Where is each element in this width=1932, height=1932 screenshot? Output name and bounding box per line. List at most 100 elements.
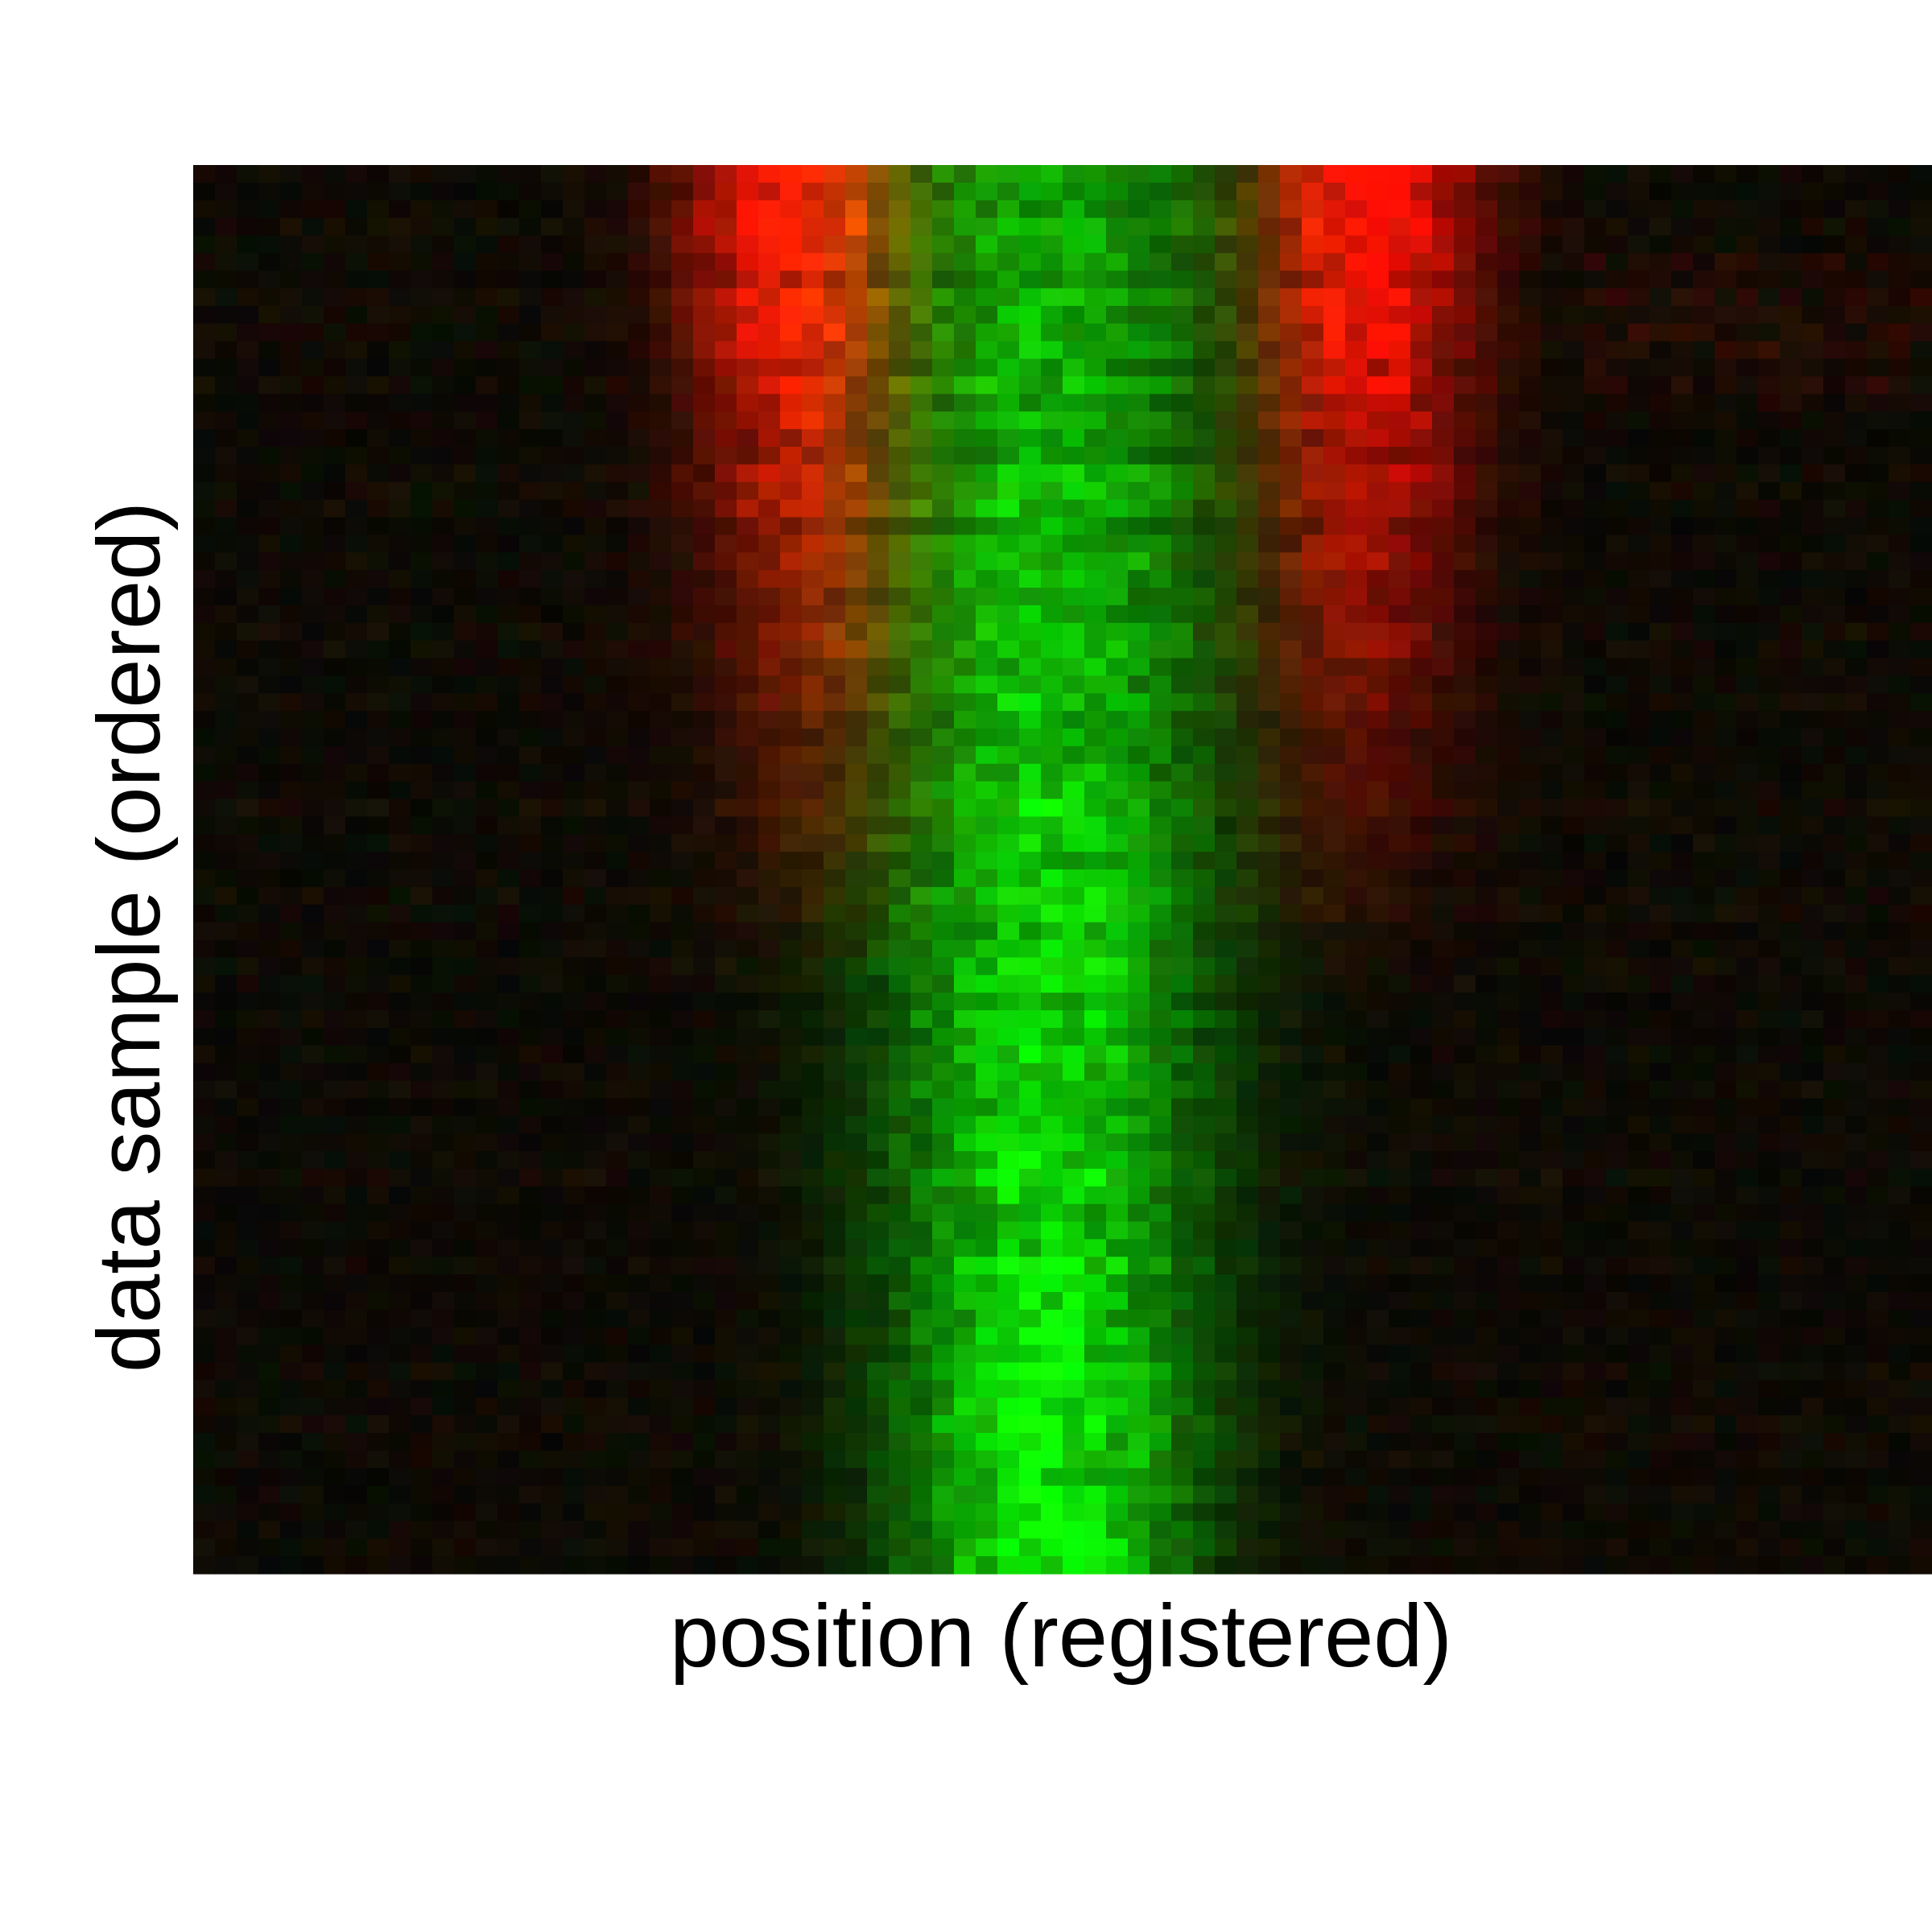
heatmap-cell xyxy=(411,1045,433,1064)
heatmap-cell xyxy=(671,288,694,307)
heatmap-cell xyxy=(976,1168,998,1187)
heatmap-cell xyxy=(606,182,629,201)
heatmap-cell xyxy=(1606,535,1629,553)
heatmap-cell xyxy=(1802,957,1824,976)
heatmap-cell xyxy=(237,834,259,852)
heatmap-cell xyxy=(824,270,846,289)
heatmap-cell xyxy=(1410,588,1433,606)
heatmap-cell xyxy=(889,165,911,184)
heatmap-cell xyxy=(932,481,955,501)
heatmap-cell xyxy=(1649,411,1672,430)
heatmap-cell xyxy=(932,711,955,729)
heatmap-cell xyxy=(1171,1116,1194,1134)
heatmap-cell xyxy=(693,975,716,993)
heatmap-cell xyxy=(1150,464,1172,483)
heatmap-cell xyxy=(910,588,933,606)
heatmap-cell xyxy=(954,1168,976,1187)
heatmap-cell xyxy=(1780,675,1802,694)
heatmap-cell xyxy=(476,182,498,201)
heatmap-cell xyxy=(1215,323,1237,342)
heatmap-cell xyxy=(1019,1098,1042,1117)
heatmap-cell xyxy=(1128,834,1150,852)
heatmap-cell xyxy=(345,975,368,993)
heatmap-cell xyxy=(1476,323,1498,342)
heatmap-cell xyxy=(802,939,824,958)
heatmap-cell xyxy=(758,1257,781,1275)
heatmap-cell xyxy=(1302,886,1324,906)
heatmap-cell xyxy=(519,1098,542,1117)
heatmap-cell xyxy=(1541,253,1563,271)
heatmap-cell xyxy=(215,781,237,800)
heatmap-cell xyxy=(997,745,1020,765)
heatmap-cell xyxy=(1476,1133,1498,1152)
heatmap-cell xyxy=(715,675,737,694)
heatmap-cell xyxy=(1236,622,1259,642)
heatmap-cell xyxy=(1106,745,1129,765)
heatmap-cell xyxy=(1367,1063,1389,1082)
heatmap-cell xyxy=(628,376,650,394)
heatmap-cell xyxy=(324,182,346,201)
heatmap-cell xyxy=(237,1221,259,1240)
heatmap-cell xyxy=(280,182,303,201)
heatmap-cell xyxy=(802,1257,824,1275)
heatmap-cell xyxy=(650,1151,672,1170)
heatmap-cell xyxy=(1084,499,1107,518)
heatmap-cell xyxy=(1584,253,1607,271)
heatmap-cell xyxy=(1345,1045,1368,1064)
heatmap-cell xyxy=(737,605,759,624)
heatmap-cell xyxy=(302,711,324,729)
heatmap-cell xyxy=(1280,957,1302,976)
heatmap-cell xyxy=(845,605,868,624)
heatmap-cell xyxy=(1606,886,1629,906)
heatmap-cell xyxy=(976,1257,998,1275)
heatmap-cell xyxy=(302,165,324,184)
heatmap-cell xyxy=(1889,288,1911,307)
heatmap-cell xyxy=(432,341,455,360)
heatmap-cell xyxy=(1889,517,1911,535)
heatmap-cell xyxy=(1258,1168,1281,1187)
heatmap-cell xyxy=(1236,993,1259,1011)
heatmap-cell xyxy=(802,1239,824,1257)
heatmap-cell xyxy=(997,376,1020,394)
heatmap-cell xyxy=(1128,323,1150,342)
heatmap-cell xyxy=(411,675,433,694)
heatmap-cell xyxy=(1758,1080,1781,1099)
heatmap-cell xyxy=(1323,957,1346,976)
heatmap-cell xyxy=(1541,200,1563,219)
heatmap-cell xyxy=(780,852,803,870)
heatmap-cell xyxy=(824,922,846,941)
heatmap-cell xyxy=(497,1010,520,1029)
heatmap-cell xyxy=(910,1168,933,1187)
heatmap-cell xyxy=(1323,535,1346,553)
heatmap-cell xyxy=(1758,1168,1781,1187)
heatmap-cell xyxy=(1649,886,1672,906)
heatmap-cell xyxy=(1780,799,1802,817)
heatmap-cell xyxy=(563,939,585,958)
heatmap-cell xyxy=(1345,1239,1368,1257)
heatmap-cell xyxy=(1693,588,1715,606)
heatmap-cell xyxy=(802,605,824,624)
heatmap-cell xyxy=(1236,605,1259,624)
heatmap-cell xyxy=(758,745,781,765)
heatmap-cell xyxy=(1628,1063,1650,1082)
heatmap-cell xyxy=(693,957,716,976)
heatmap-cell xyxy=(1628,1221,1650,1240)
heatmap-cell xyxy=(367,253,390,271)
heatmap-cell xyxy=(1454,165,1476,184)
heatmap-cell xyxy=(1584,675,1607,694)
heatmap-cell xyxy=(411,464,433,483)
heatmap-cell xyxy=(824,1257,846,1275)
heatmap-cell xyxy=(758,1010,781,1029)
heatmap-cell xyxy=(1150,376,1172,394)
heatmap-cell xyxy=(954,1080,976,1099)
heatmap-cell xyxy=(345,886,368,906)
heatmap-cell xyxy=(389,763,411,782)
heatmap-cell xyxy=(1236,904,1259,923)
heatmap-cell xyxy=(1041,1027,1063,1046)
heatmap-cell xyxy=(541,411,564,430)
heatmap-cell xyxy=(802,588,824,606)
heatmap-cell xyxy=(237,693,259,712)
heatmap-cell xyxy=(802,288,824,307)
heatmap-cell xyxy=(1150,1221,1172,1240)
heatmap-cell xyxy=(1476,200,1498,219)
